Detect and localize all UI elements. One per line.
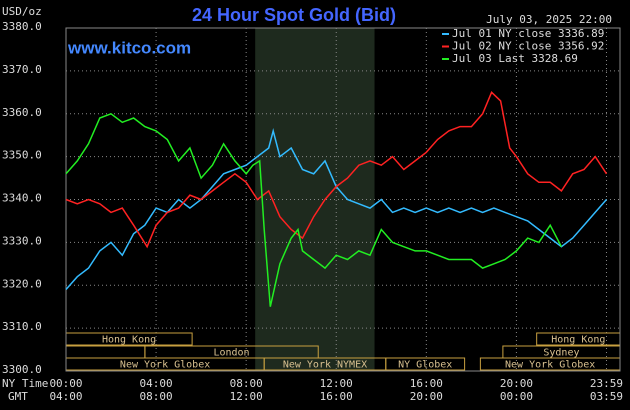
- session-label: Hong Kong: [551, 335, 605, 346]
- x2-tick-label: 08:00: [140, 390, 173, 403]
- y-tick-label: 3320.0: [2, 277, 42, 290]
- date-label: July 03, 2025 22:00: [486, 13, 612, 26]
- chart-title: 24 Hour Spot Gold (Bid): [192, 5, 396, 25]
- session-box: [385, 357, 466, 371]
- x-tick-label: 00:00: [49, 377, 82, 390]
- session-label: Sydney: [543, 348, 579, 359]
- x-tick-label: 04:00: [140, 377, 173, 390]
- session-label: London: [213, 348, 249, 359]
- x-label: NY Time: [2, 377, 48, 390]
- x2-tick-label: 12:00: [230, 390, 263, 403]
- x-tick-label: 08:00: [230, 377, 263, 390]
- legend-label: Jul 02 NY close 3356.92: [452, 40, 604, 53]
- session-label: New York Globex: [505, 360, 595, 371]
- session-label: Hong Kong: [102, 335, 156, 346]
- legend-label: Jul 03 Last 3328.69: [452, 52, 578, 65]
- x2-tick-label: 20:00: [410, 390, 443, 403]
- x2-tick-label: 00:00: [500, 390, 533, 403]
- session-label: New York Globex: [120, 360, 210, 371]
- y-tick-label: 3360.0: [2, 106, 42, 119]
- session-label: New York NYMEX: [283, 360, 367, 371]
- series-line: [65, 112, 563, 307]
- x2-label: GMT: [8, 390, 28, 403]
- x2-tick-label: 16:00: [320, 390, 353, 403]
- y-tick-label: 3370.0: [2, 63, 42, 76]
- y-tick-label: 3310.0: [2, 320, 42, 333]
- x-tick-label: 12:00: [320, 377, 353, 390]
- y-tick-label: 3330.0: [2, 234, 42, 247]
- x-tick-label: 23:59: [590, 377, 623, 390]
- y-tick-label: 3340.0: [2, 192, 42, 205]
- y-tick-label: 3380.0: [2, 20, 42, 33]
- session-label: NY Globex: [398, 360, 452, 371]
- series-line: [65, 127, 608, 290]
- x-tick-label: 16:00: [410, 377, 443, 390]
- website: www.kitco.com: [67, 38, 191, 57]
- y-tick-label: 3300.0: [2, 363, 42, 376]
- x2-tick-label: 03:59: [590, 390, 623, 403]
- x-tick-label: 20:00: [500, 377, 533, 390]
- series-line: [65, 91, 608, 249]
- unit-label: USD/oz: [2, 5, 42, 18]
- legend-label: Jul 01 NY close 3336.89: [452, 27, 604, 40]
- x2-tick-label: 04:00: [49, 390, 82, 403]
- session-box: [65, 345, 146, 359]
- y-tick-label: 3350.0: [2, 149, 42, 162]
